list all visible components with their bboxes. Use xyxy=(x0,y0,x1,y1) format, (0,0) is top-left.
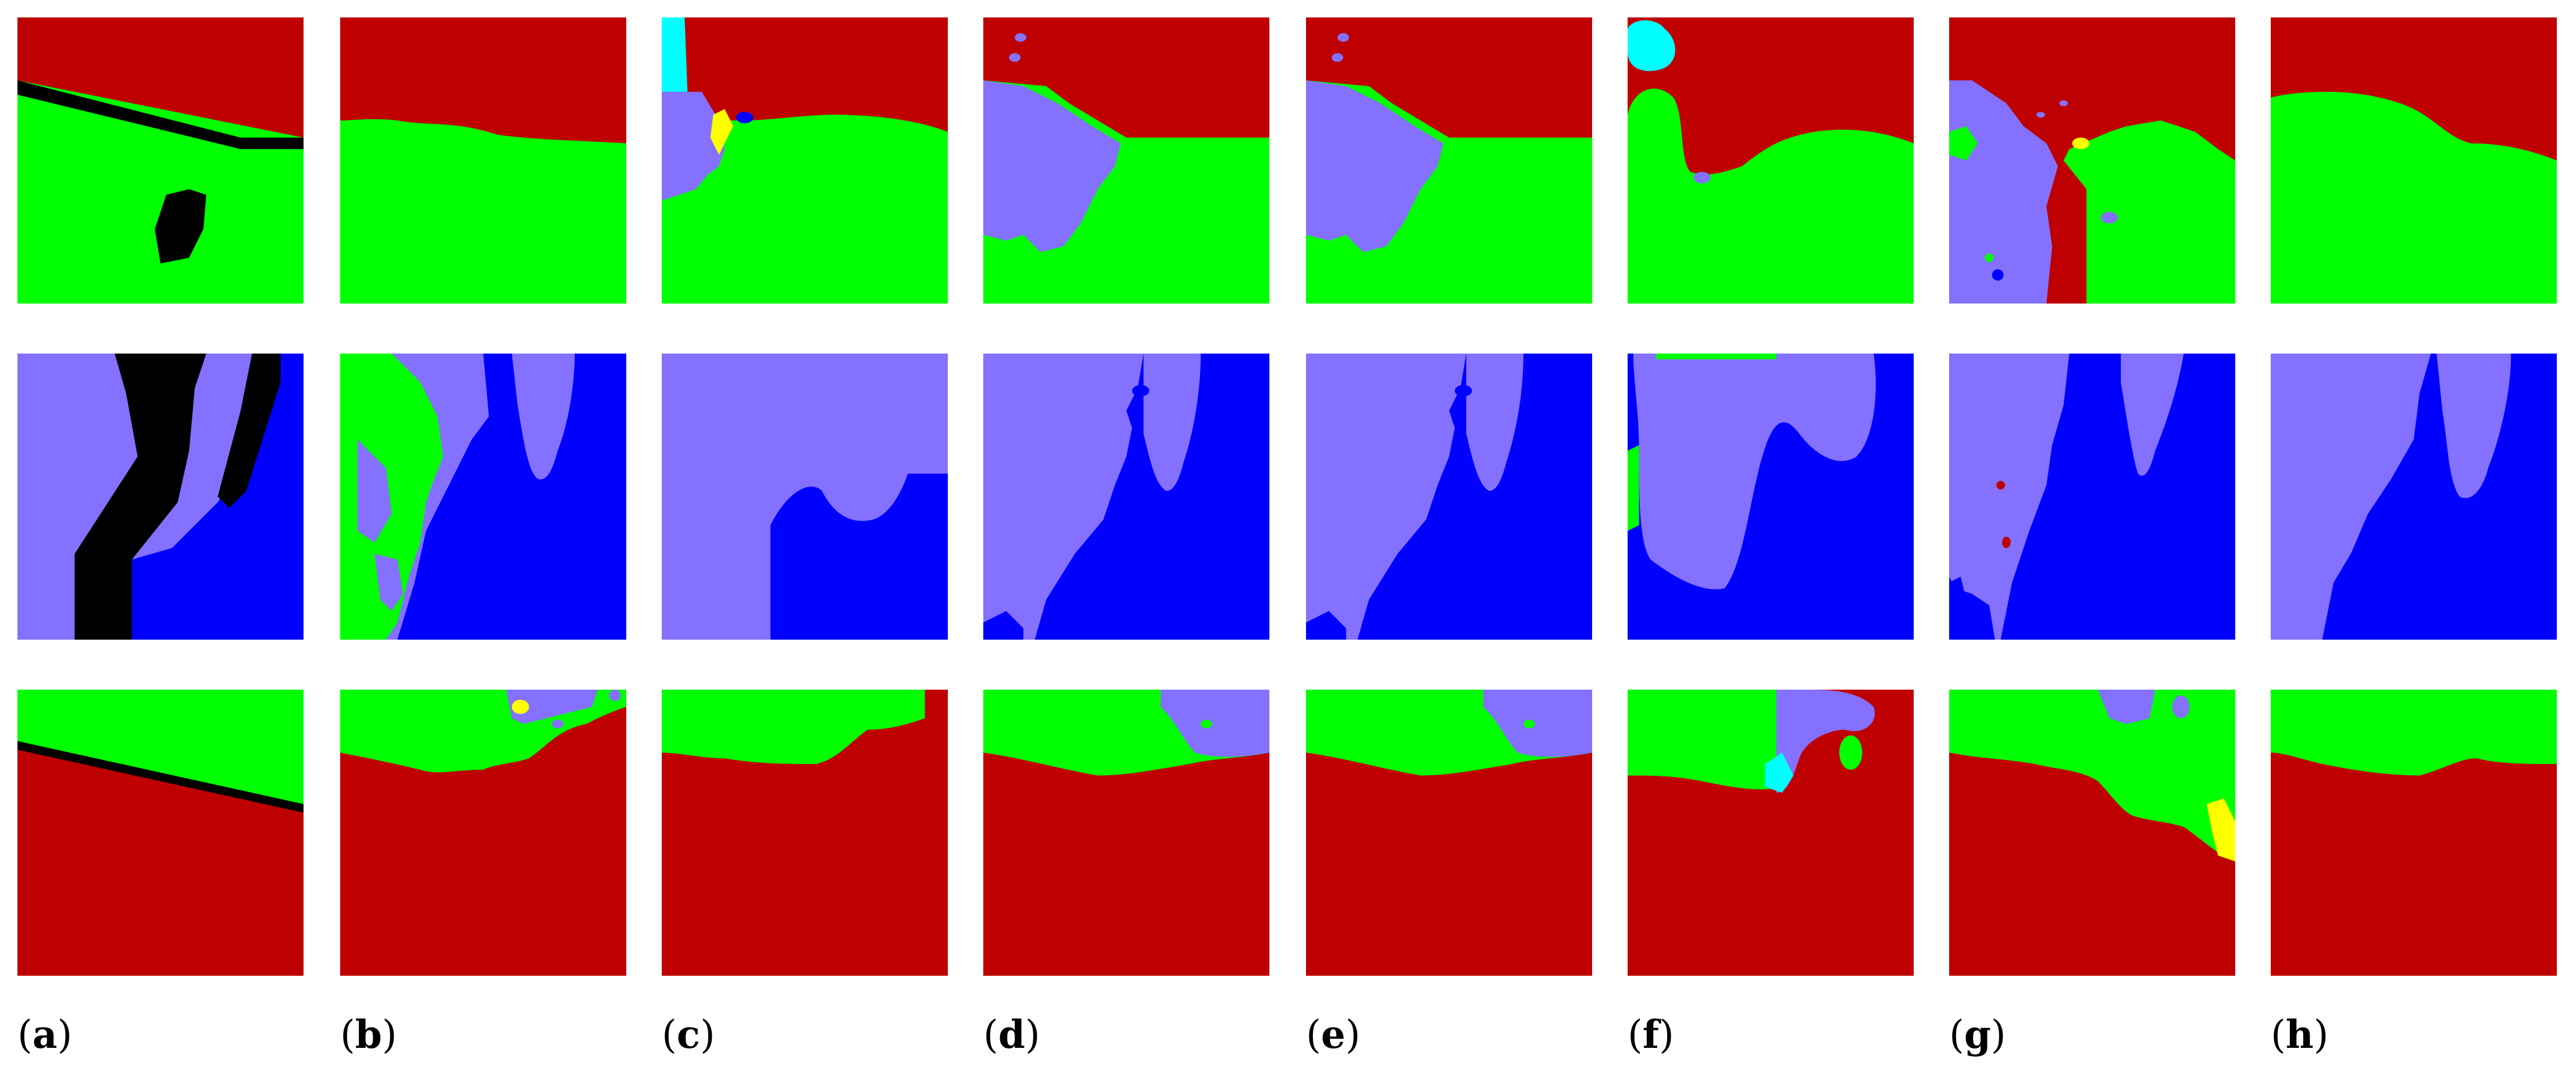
tile-row2-col-d xyxy=(983,354,1269,640)
caption-a: (a) xyxy=(17,1012,73,1057)
tile-row3-col-g xyxy=(1949,690,2235,976)
tile-row2-col-g xyxy=(1949,354,2235,640)
caption-g: (g) xyxy=(1949,1012,2006,1057)
tile-row3-col-f xyxy=(1628,690,1914,976)
tile-row1-col-c xyxy=(662,17,948,304)
tile-row1-col-e xyxy=(1306,17,1592,304)
caption-h: (h) xyxy=(2271,1012,2329,1057)
tile-row2-col-h xyxy=(2271,354,2557,640)
tile-row2-col-a xyxy=(17,354,304,640)
caption-d: (d) xyxy=(983,1012,1040,1057)
tile-row1-col-d xyxy=(983,17,1269,304)
tile-row3-col-a xyxy=(17,690,304,976)
tile-row2-col-c xyxy=(662,354,948,640)
caption-c: (c) xyxy=(662,1012,715,1057)
tile-row1-col-f xyxy=(1628,17,1914,304)
tile-row3-col-d xyxy=(983,690,1269,976)
caption-e: (e) xyxy=(1306,1012,1361,1057)
tile-row3-col-e xyxy=(1306,690,1592,976)
tile-row2-col-f xyxy=(1628,354,1914,640)
tile-row1-col-g xyxy=(1949,17,2235,304)
tile-row3-col-b xyxy=(340,690,626,976)
tile-row1-col-h xyxy=(2271,17,2557,304)
tile-row2-col-e xyxy=(1306,354,1592,640)
tile-row1-col-a xyxy=(17,17,304,304)
caption-f: (f) xyxy=(1628,1012,1674,1057)
caption-b: (b) xyxy=(340,1012,397,1057)
tile-row3-col-c xyxy=(662,690,948,976)
tile-row2-col-b xyxy=(340,354,626,640)
tile-row1-col-b xyxy=(340,17,626,304)
tile-row3-col-h xyxy=(2271,690,2557,976)
